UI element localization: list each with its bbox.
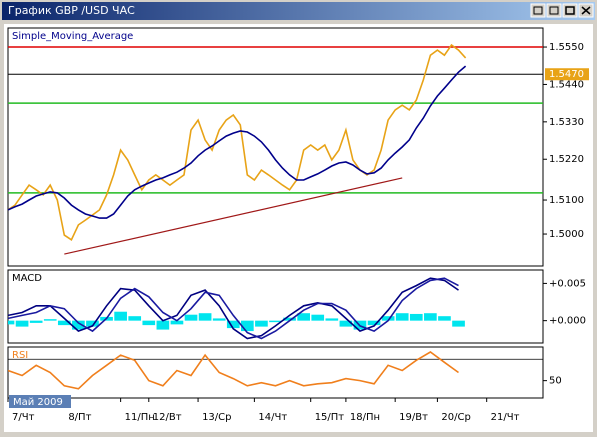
panel-frame <box>7 27 544 267</box>
y-tick-label: 1.5550 <box>549 42 584 53</box>
panel-title: RSI <box>12 350 28 361</box>
x-tick-label: 8/Пт <box>68 412 91 423</box>
histogram-bar <box>452 320 465 327</box>
y-tick-label: 1.5220 <box>549 154 584 165</box>
histogram-bar <box>325 318 339 321</box>
plot <box>8 351 543 390</box>
panel-title: Simple_Moving_Average <box>12 31 133 42</box>
cursor-date-label: Май 2009 <box>13 397 63 408</box>
plot <box>8 43 543 255</box>
y-tick-label: 1.5330 <box>549 117 584 128</box>
histogram-bar <box>311 314 325 321</box>
histogram-bar <box>142 320 156 326</box>
x-tick-label: 14/Чт <box>258 412 287 423</box>
panel-frame <box>7 346 544 399</box>
x-tick-label: 11/Пн <box>125 412 155 423</box>
histogram-bar <box>43 319 57 321</box>
icon <box>549 6 559 15</box>
icon <box>533 6 543 15</box>
icon <box>565 6 575 15</box>
histogram-bar <box>381 316 395 321</box>
series-line <box>8 65 467 219</box>
histogram-bar <box>424 313 437 321</box>
button-tile[interactable] <box>546 3 562 18</box>
cursor-date-box <box>9 395 71 408</box>
y-tick-label: 1.5100 <box>549 195 584 206</box>
panel-title: MACD <box>12 273 42 284</box>
histogram-bar <box>114 311 127 321</box>
x-tick-label: 15/Пт <box>315 412 345 423</box>
series-line <box>8 277 459 340</box>
x-tick-label: 21/Чт <box>491 412 520 423</box>
window-buttons <box>530 3 594 18</box>
histogram-bar <box>8 320 15 325</box>
x-tick-label: 19/Вт <box>399 412 428 423</box>
y-tick-label: +0.000 <box>549 316 586 327</box>
histogram-bar <box>283 317 296 321</box>
y-tick-label: 50 <box>549 376 562 387</box>
histogram-bar <box>170 320 184 325</box>
panel-frame <box>7 269 544 344</box>
histogram-bar <box>255 320 268 327</box>
histogram-bar <box>226 320 240 329</box>
histogram-bar <box>395 313 409 321</box>
histogram-bar <box>128 316 142 321</box>
y-tick-label: 1.5440 <box>549 79 584 90</box>
title-bar <box>2 2 595 20</box>
histogram-bar <box>409 313 423 321</box>
x-tick-label: 20/Ср <box>441 412 470 423</box>
histogram-bar <box>72 320 85 330</box>
histogram-bar <box>339 320 353 327</box>
icon <box>581 6 591 15</box>
histogram-bar <box>438 316 451 321</box>
last-price-box <box>545 68 589 81</box>
series-line <box>8 277 459 340</box>
histogram-bar <box>212 318 226 321</box>
x-tick-label: 12/Вт <box>153 412 182 423</box>
x-tick-label: 18/Пн <box>350 412 380 423</box>
histogram-bar <box>156 320 170 330</box>
button-maximize[interactable] <box>562 3 578 18</box>
histogram-bar <box>269 320 282 323</box>
y-tick-label: +0.005 <box>549 278 586 289</box>
series-line <box>8 43 467 241</box>
histogram-bar <box>15 320 29 327</box>
x-tick-label: 7/Чт <box>12 412 35 423</box>
histogram-bar <box>198 313 212 321</box>
histogram-bar <box>367 320 381 326</box>
last-price-label: 1.5470 <box>549 69 584 80</box>
histogram-bar <box>297 313 310 321</box>
series-line <box>8 351 459 390</box>
button-restore[interactable] <box>530 3 546 18</box>
histogram-bar <box>241 320 254 332</box>
histogram-bar <box>184 314 198 321</box>
window-title: График GBP /USD ЧАС <box>8 4 135 17</box>
trend-line <box>64 177 403 255</box>
x-tick-label: 13/Ср <box>202 412 231 423</box>
histogram-bar <box>86 320 99 327</box>
histogram-bar <box>29 320 43 323</box>
plot <box>8 277 465 340</box>
histogram-bar <box>57 320 71 326</box>
y-tick-label: 1.5000 <box>549 229 584 240</box>
